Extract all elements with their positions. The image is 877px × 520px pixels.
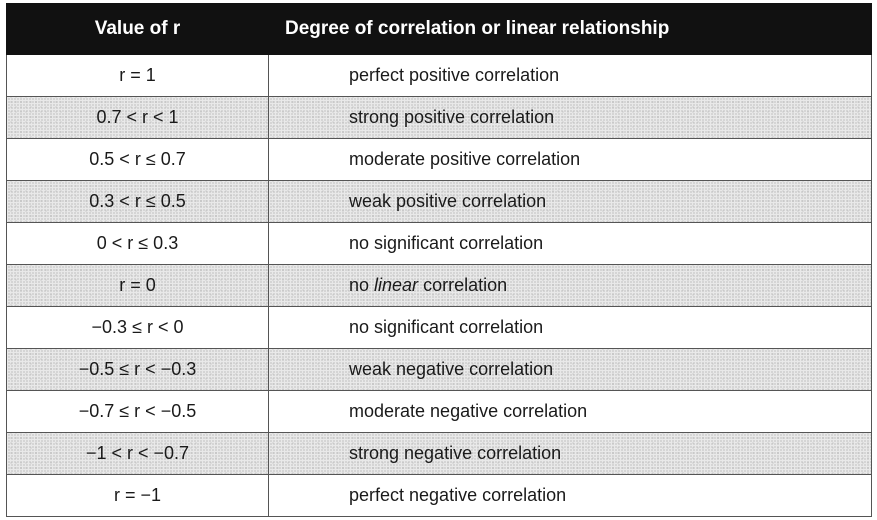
degree-italic-linear: linear	[374, 275, 419, 295]
header-row: Value of r Degree of correlation or line…	[6, 3, 872, 55]
table-row: −1 < r < −0.7 strong negative correlatio…	[6, 432, 872, 475]
cell-degree: moderate negative correlation	[268, 390, 872, 433]
table-row: r = 0 no linear correlation	[6, 264, 872, 307]
table-row: −0.5 ≤ r < −0.3 weak negative correlatio…	[6, 348, 872, 391]
cell-degree: weak negative correlation	[268, 348, 872, 391]
degree-pre: no	[349, 275, 375, 295]
cell-value: 0.7 < r < 1	[6, 96, 269, 139]
table-row: r = 1 perfect positive correlation	[6, 54, 872, 97]
table-row: −0.7 ≤ r < −0.5 moderate negative correl…	[6, 390, 872, 433]
degree-post: correlation	[418, 275, 508, 295]
cell-degree: perfect positive correlation	[268, 54, 872, 97]
table-row: −0.3 ≤ r < 0 no significant correlation	[6, 306, 872, 349]
cell-value: r = 0	[6, 264, 269, 307]
table-row: 0.5 < r ≤ 0.7 moderate positive correlat…	[6, 138, 872, 181]
correlation-table: Value of r Degree of correlation or line…	[6, 3, 872, 517]
cell-value: r = −1	[6, 474, 269, 517]
cell-degree: strong negative correlation	[268, 432, 872, 475]
column-header-value: Value of r	[6, 3, 269, 55]
cell-degree: no significant correlation	[268, 222, 872, 265]
table-header: Value of r Degree of correlation or line…	[6, 3, 872, 55]
table-row: 0.3 < r ≤ 0.5 weak positive correlation	[6, 180, 872, 223]
table-row: r = −1 perfect negative correlation	[6, 474, 872, 517]
cell-value: −1 < r < −0.7	[6, 432, 269, 475]
cell-degree: moderate positive correlation	[268, 138, 872, 181]
cell-value: 0.5 < r ≤ 0.7	[6, 138, 269, 181]
cell-value: 0.3 < r ≤ 0.5	[6, 180, 269, 223]
cell-value: r = 1	[6, 54, 269, 97]
cell-value: −0.7 ≤ r < −0.5	[6, 390, 269, 433]
cell-value: −0.3 ≤ r < 0	[6, 306, 269, 349]
cell-value: −0.5 ≤ r < −0.3	[6, 348, 269, 391]
table-row: 0 < r ≤ 0.3 no significant correlation	[6, 222, 872, 265]
cell-degree: weak positive correlation	[268, 180, 872, 223]
table-row: 0.7 < r < 1 strong positive correlation	[6, 96, 872, 139]
cell-value: 0 < r ≤ 0.3	[6, 222, 269, 265]
cell-degree: perfect negative correlation	[268, 474, 872, 517]
cell-degree: strong positive correlation	[268, 96, 872, 139]
cell-degree: no linear correlation	[268, 264, 872, 307]
correlation-table-container: Value of r Degree of correlation or line…	[6, 3, 872, 517]
cell-degree: no significant correlation	[268, 306, 872, 349]
column-header-degree: Degree of correlation or linear relation…	[268, 3, 872, 55]
table-body: r = 1 perfect positive correlation 0.7 <…	[6, 54, 872, 517]
